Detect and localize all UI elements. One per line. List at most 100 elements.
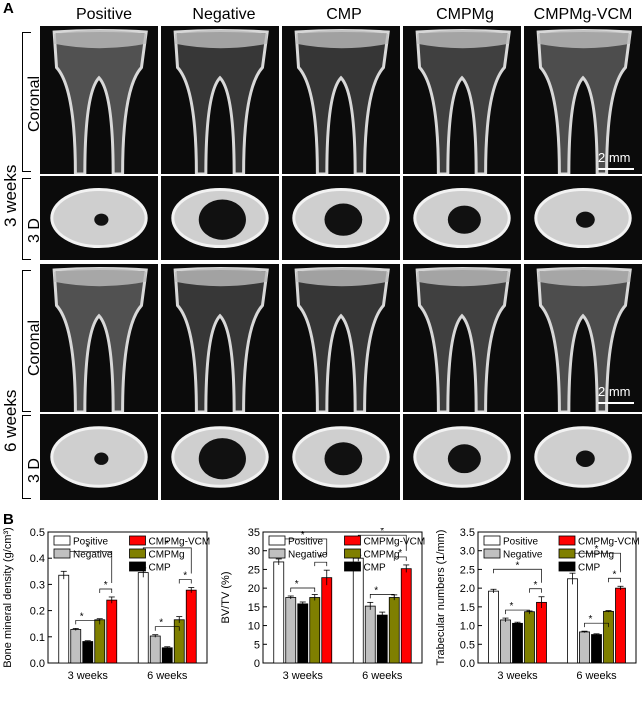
- bar-negative-0: [70, 629, 82, 664]
- bar-cmpmg-1: [388, 597, 400, 664]
- legend-label: Negative: [503, 550, 543, 561]
- y-tick-label: 0.2: [30, 606, 45, 618]
- scale-bar-label-6w: 2 mm: [598, 384, 631, 399]
- significance-star: *: [516, 560, 520, 571]
- micro-ct-3d-3w-cmpmg: [403, 176, 521, 260]
- y-tick-label: 0: [254, 658, 260, 670]
- column-header-cmp: CMP: [326, 6, 362, 23]
- legend-label: Positive: [73, 537, 108, 548]
- legend-label: Negative: [73, 550, 113, 561]
- column-header-positive: Positive: [75, 6, 133, 23]
- bar-positive-0: [488, 590, 499, 664]
- significance-star: *: [80, 611, 84, 622]
- legend-swatch: [129, 548, 146, 559]
- significance-star: *: [374, 585, 378, 596]
- y-tick-label: 5: [254, 639, 260, 651]
- legend-label: CMPMg-VCM: [149, 537, 211, 548]
- micro-ct-coronal-3w-negative: [161, 26, 279, 174]
- significance-star: *: [86, 542, 90, 553]
- micro-ct-coronal-6w-cmpmg: [403, 264, 521, 412]
- significance-star: *: [319, 553, 323, 564]
- bar-cmpmg-1: [603, 610, 614, 664]
- significance-star: *: [104, 580, 108, 591]
- plot-frame: [47, 531, 208, 664]
- legend-swatch: [558, 535, 576, 546]
- y-tick-label: 15: [248, 602, 260, 614]
- y-tick-label: 0.1: [30, 632, 45, 644]
- bar-cmpmg-0: [94, 619, 106, 664]
- bar-cmpmg-vcm-0: [321, 577, 333, 664]
- micro-ct-coronal-3w-cmpmg-vcm: [524, 26, 642, 174]
- legend-swatch: [483, 535, 501, 546]
- significance-star: *: [534, 580, 538, 591]
- legend-swatch: [129, 561, 146, 572]
- coronal-bracket-6w: [22, 270, 31, 412]
- column-header-cmpmg-vcm: CMPMg-VCM: [533, 6, 633, 23]
- significance-bracket: [75, 620, 101, 625]
- micro-ct-3d-6w-cmp: [282, 414, 400, 500]
- chart-trabecular-numbers: 0.0 0.5 1.0 1.5 2.0 2.5 3.0 3.5 Trabecular numbe…: [435, 528, 640, 682]
- legend-swatch: [558, 561, 576, 572]
- y-axis-label: Trabecular numbers (1/mm): [435, 530, 447, 666]
- bar-cmp-0: [512, 622, 523, 664]
- plot-frame: [477, 531, 637, 664]
- legend-swatch: [344, 535, 361, 546]
- x-tick-label: 6 weeks: [576, 670, 617, 682]
- x-tick-label: 3 weeks: [497, 670, 538, 682]
- legend-label: CMPMg: [364, 550, 400, 561]
- legend-swatch: [53, 548, 71, 559]
- scale-bar-3w: [598, 168, 634, 170]
- significance-bracket: [393, 556, 407, 561]
- y-tick-label: 0.5: [30, 528, 45, 539]
- significance-star: *: [380, 528, 384, 537]
- significance-star: *: [159, 618, 163, 629]
- legend-swatch: [344, 561, 361, 572]
- 3d-bracket-3w: [22, 178, 31, 260]
- bar-negative-0: [285, 597, 297, 664]
- bar-cmpmg-vcm-0: [106, 599, 118, 664]
- significance-bracket: [314, 561, 328, 567]
- significance-bracket: [290, 587, 316, 593]
- y-tick-label: 20: [248, 583, 260, 595]
- micro-ct-coronal-6w-cmpmg-vcm: [524, 264, 642, 412]
- significance-star: *: [301, 530, 305, 541]
- bar-negative-1: [364, 605, 376, 664]
- legend-label: Negative: [288, 550, 328, 561]
- micro-ct-3d-3w-negative: [161, 176, 279, 260]
- y-tick-label: 1.5: [460, 602, 475, 614]
- bar-positive-1: [567, 578, 578, 664]
- panel-b-letter: B: [3, 511, 14, 528]
- bar-negative-1: [579, 631, 590, 664]
- group-label-6-weeks: 6 weeks: [1, 389, 20, 452]
- significance-bracket: [369, 594, 395, 599]
- significance-bracket: [178, 579, 192, 584]
- bar-cmpmg-vcm-1: [400, 568, 412, 664]
- x-tick-label: 3 weeks: [68, 670, 109, 682]
- y-tick-label: 0.0: [30, 658, 45, 670]
- significance-bracket: [493, 568, 542, 583]
- bar-positive-0: [273, 561, 285, 664]
- significance-star: *: [595, 544, 599, 555]
- legend-swatch: [344, 548, 361, 559]
- scale-bar-6w: [598, 402, 634, 404]
- significance-star: *: [589, 614, 593, 625]
- 3d-bracket-6w: [22, 415, 31, 499]
- legend-swatch: [483, 548, 501, 559]
- chart-bone-mineral-density: 0.0 0.1 0.2 0.3 0.4 0.5 Bone mineral density (…: [2, 528, 211, 682]
- significance-star: *: [398, 548, 402, 559]
- y-tick-label: 2.0: [460, 583, 475, 595]
- micro-ct-3d-6w-positive: [40, 414, 158, 500]
- legend-label: CMP: [364, 563, 387, 574]
- y-axis-label: Bone mineral density (g/cm³): [2, 528, 14, 668]
- y-tick-label: 1.0: [460, 621, 475, 633]
- significance-bracket: [608, 577, 621, 583]
- significance-bracket: [505, 609, 530, 615]
- panel-a-letter: A: [3, 0, 14, 17]
- micro-ct-3d-3w-cmpmg-vcm: [524, 176, 642, 260]
- y-tick-label: 3.5: [460, 528, 475, 539]
- significance-bracket: [529, 588, 542, 593]
- micro-ct-3d-6w-cmpmg: [403, 414, 521, 500]
- micro-ct-coronal-3w-cmpmg: [403, 26, 521, 174]
- y-tick-label: 2.5: [460, 564, 475, 576]
- plot-frame: [262, 531, 423, 664]
